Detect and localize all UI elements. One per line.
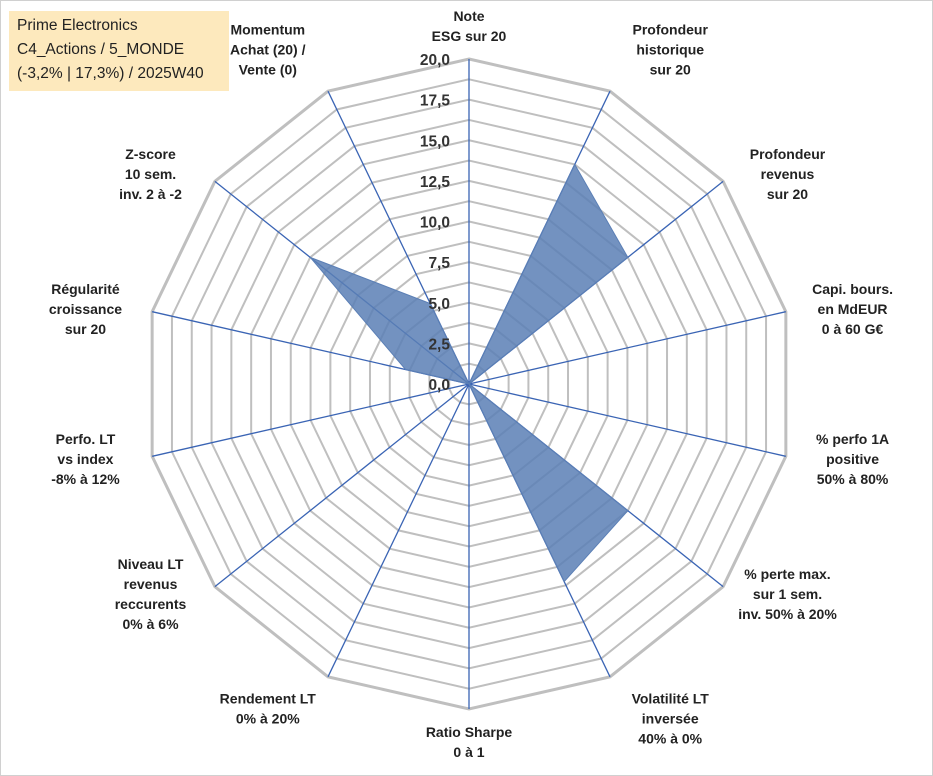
category-label-line: Momentum [230,21,305,37]
tick-label: 7,5 [428,255,450,272]
category-label-line: historique [636,41,704,57]
category-label: Régularité croissance sur 20 [49,281,122,337]
category-label-line: Ratio Sharpe [426,724,513,740]
series-area [309,163,629,583]
category-label-line: ESG sur 20 [432,28,507,44]
category-label-line: 40% à 0% [638,731,702,747]
radar-series [309,163,629,583]
category-label-line: revenus [761,166,815,182]
category-label-line: Régularité [51,281,120,297]
category-label: Volatilité LT inversée 40% à 0% [632,691,710,747]
category-label-line: 0% à 20% [236,711,300,727]
category-label: Ratio Sharpe 0 à 1 [426,724,513,760]
category-label-line: % perte max. [744,566,830,582]
category-label-line: en MdEUR [818,301,888,317]
category-label-line: Rendement LT [220,691,317,707]
category-label-line: reccurents [115,596,187,612]
category-label-line: Niveau LT [118,556,184,572]
info-company-name: Prime Electronics [17,17,138,34]
category-label: % perte max. sur 1 sem. inv. 50% à 20% [738,566,837,622]
category-label-line: positive [826,451,879,467]
category-label-line: Z-score [125,146,176,162]
category-label-line: Capi. bours. [812,281,893,297]
category-label-line: 0 à 60 G€ [822,321,884,337]
category-label: Z-score 10 sem. inv. 2 à -2 [119,146,182,202]
category-label: Profondeur historique sur 20 [632,21,708,77]
category-label-line: Vente (0) [239,61,297,77]
category-label-line: Profondeur [632,21,708,37]
info-box: Prime Electronics C4_Actions / 5_MONDE (… [9,11,229,91]
category-label-line: sur 20 [65,321,106,337]
radar-tick-labels: 0,0 2,5 5,0 7,5 10,0 12,5 15,0 17,5 20,0 [420,52,451,394]
category-label-line: Achat (20) / [230,41,306,57]
category-label: Niveau LT revenus reccurents 0% à 6% [115,556,187,632]
category-label-line: inversée [642,711,699,727]
tick-label: 20,0 [420,52,450,69]
tick-label: 5,0 [428,296,450,313]
category-label: Profondeur revenus sur 20 [750,146,826,202]
axis-line [327,383,470,678]
tick-label: 10,0 [420,215,450,232]
category-label-line: -8% à 12% [51,471,120,487]
axis-line [214,383,470,588]
category-label-line: Note [453,8,484,24]
category-label-line: sur 20 [767,186,808,202]
category-label-line: % perfo 1A [816,431,889,447]
category-label-line: 10 sem. [125,166,176,182]
axis-line [152,383,470,457]
category-label-line: 50% à 80% [817,471,889,487]
tick-label: 2,5 [428,336,450,353]
category-label: Perfo. LT vs index -8% à 12% [51,431,120,487]
axis-line [468,383,786,457]
info-portfolio: C4_Actions / 5_MONDE [17,41,185,58]
tick-label: 17,5 [420,93,451,110]
category-label: Note ESG sur 20 [432,8,507,44]
axis-line [468,311,786,385]
category-label-line: inv. 2 à -2 [119,186,182,202]
category-label: Rendement LT 0% à 20% [220,691,317,727]
category-label-line: 0 à 1 [453,744,484,760]
category-label-line: revenus [124,576,178,592]
category-label: % perfo 1A positive 50% à 80% [816,431,889,487]
category-label: Momentum Achat (20) / Vente (0) [230,21,306,77]
category-label-line: Volatilité LT [632,691,710,707]
category-label-line: sur 1 sem. [753,586,822,602]
category-label-line: croissance [49,301,122,317]
category-label-line: Perfo. LT [56,431,116,447]
radar-category-labels: Note ESG sur 20 Profondeur historique sur 20… [49,8,893,760]
tick-label: 12,5 [420,174,451,191]
info-performance-week: (-3,2% | 17,3%) / 2025W40 [17,65,204,82]
category-label-line: Profondeur [750,146,826,162]
category-label-line: sur 20 [650,61,691,77]
category-label: Capi. bours. en MdEUR 0 à 60 G€ [812,281,893,337]
category-label-line: inv. 50% à 20% [738,606,837,622]
category-label-line: vs index [57,451,113,467]
tick-label: 15,0 [420,133,450,150]
tick-label: 0,0 [428,377,450,394]
category-label-line: 0% à 6% [122,616,179,632]
